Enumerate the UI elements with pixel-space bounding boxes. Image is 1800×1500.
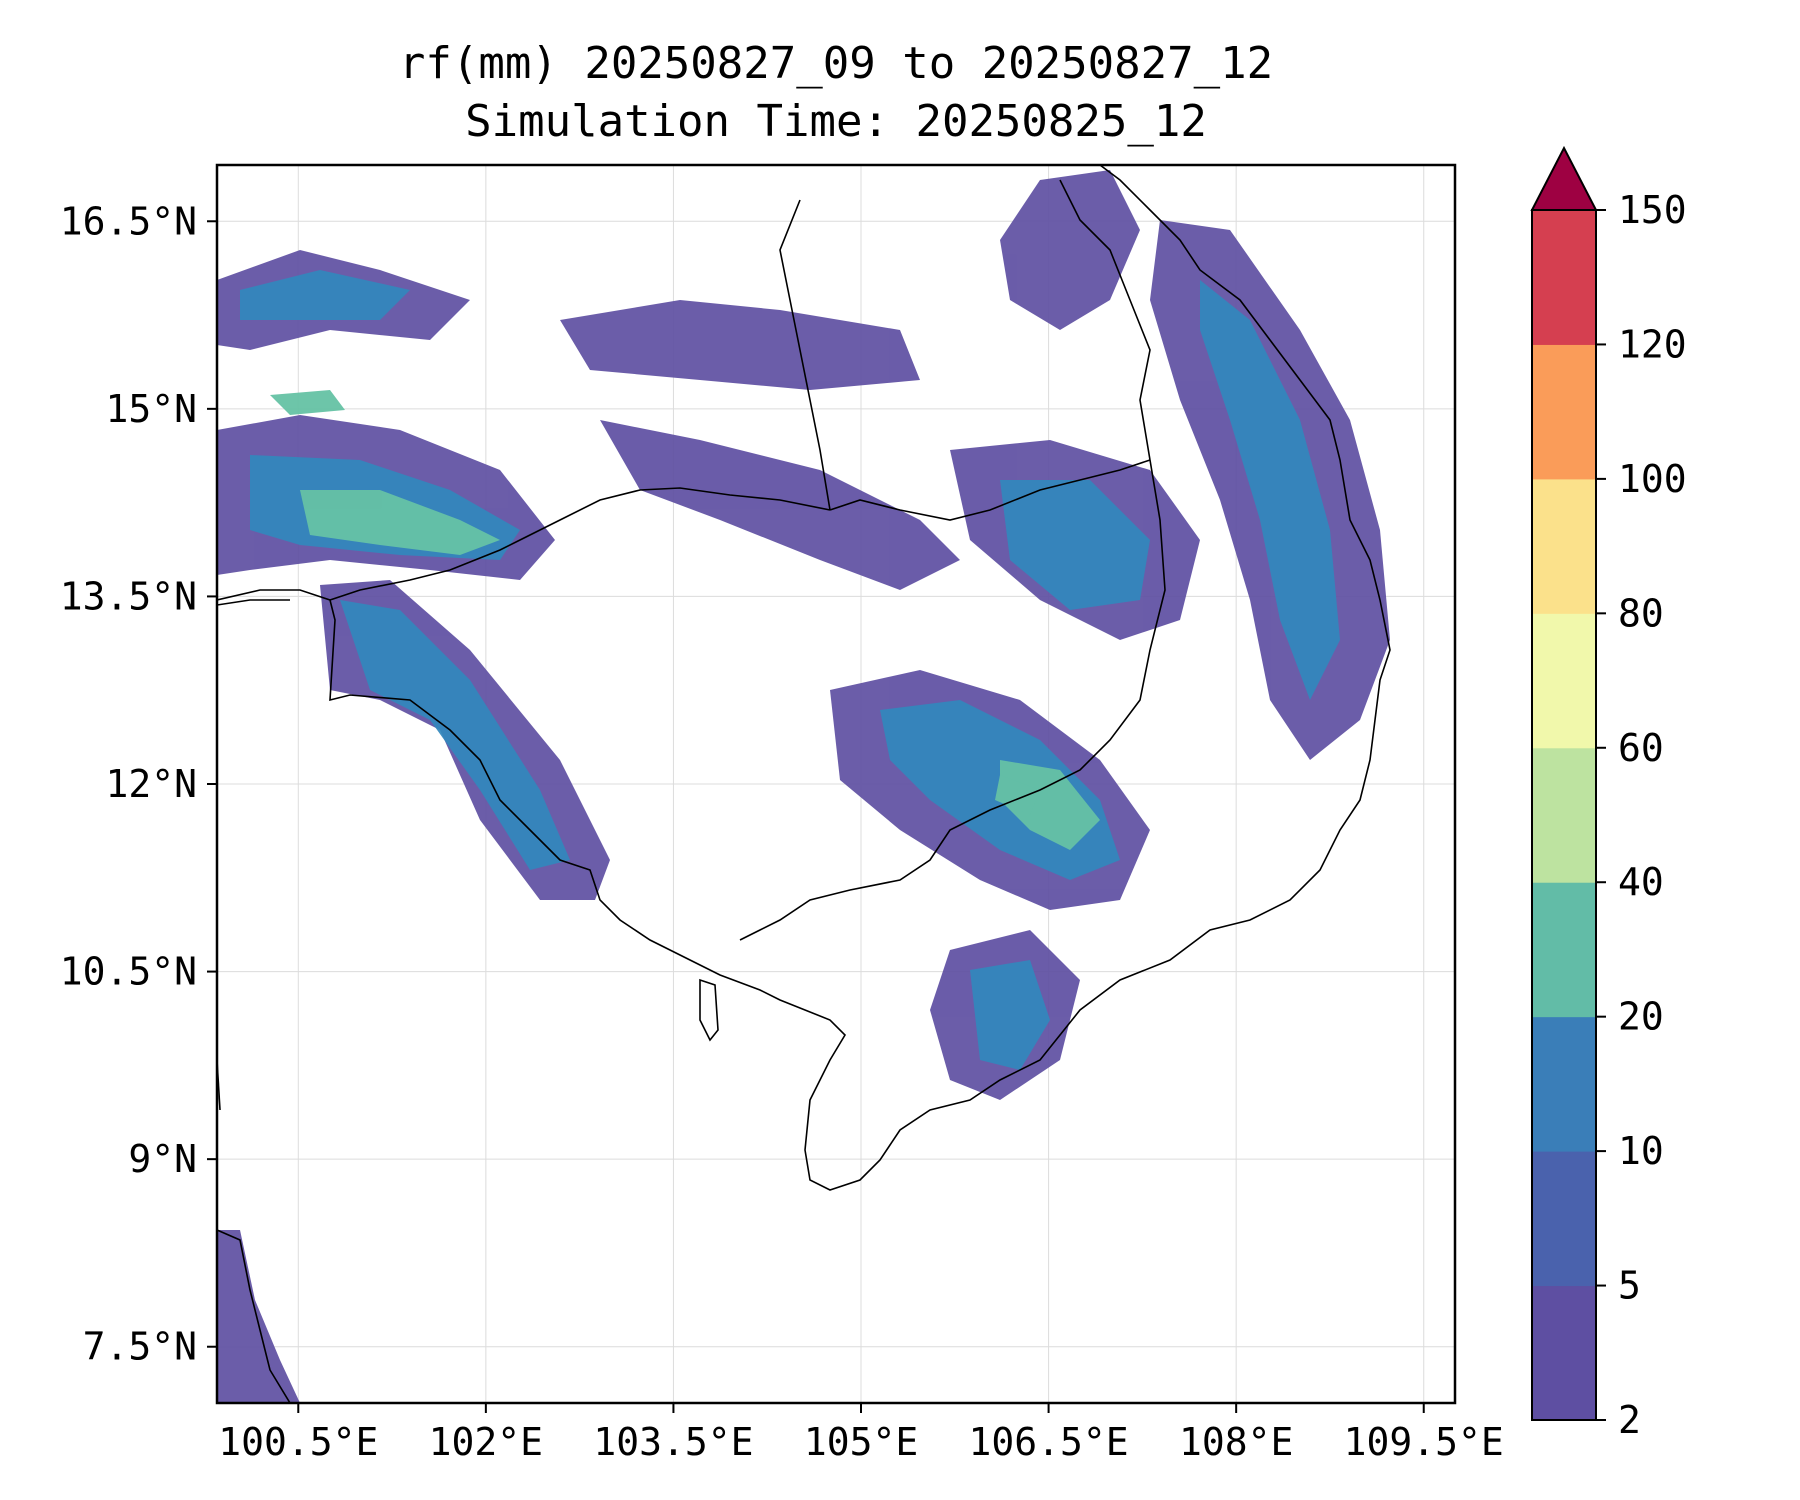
colorbar-tick-label: 20 [1618,995,1664,1039]
colorbar-tick-label: 100 [1618,457,1687,501]
border-cambodia-vietnam [739,459,1166,941]
colorbar-tick-label: 10 [1618,1129,1664,1173]
colorbar-tick-label: 80 [1618,591,1664,635]
rain-core-delta [970,960,1050,1070]
x-tick-label: 105°E [804,1420,918,1464]
y-axis-ticks: 16.5°N 15°N 13.5°N 12°N 10.5°N 9°N 7.5°N [60,199,217,1369]
x-axis-ticks: 100.5°E 102°E 103.5°E 105°E 106.5°E 108°E 109.… [218,1403,1504,1464]
colorbar-segment [1532,1285,1596,1421]
x-tick-label: 109.5°E [1344,1420,1504,1464]
colorbar-segment [1532,1016,1596,1152]
rain-high-layer [270,390,1100,850]
coastline-malay-peninsula [217,1229,291,1403]
x-tick-label: 108°E [1179,1420,1293,1464]
y-tick-label: 15°N [105,387,197,431]
colorbar-segment [1532,1151,1596,1287]
y-tick-label: 10.5°N [60,950,197,994]
colorbar-segment [1532,613,1596,749]
colorbar-segment [1532,478,1596,614]
border-thailand-cambodia [329,487,831,601]
x-tick-label: 102°E [429,1420,543,1464]
coastlines-and-borders [217,165,1391,1403]
rain-band-south-tip [217,1230,300,1403]
rain-core-east [1000,480,1150,610]
map-panel: 100.5°E 102°E 103.5°E 105°E 106.5°E 108°E 109.… [60,163,1504,1464]
rain-max-west [300,490,500,555]
title-line-2: Simulation Time: 20250825_12 [465,96,1207,147]
colorbar-extend-arrow [1530,145,1598,211]
colorbar-segment [1532,210,1596,345]
rain-max-south [1000,760,1100,850]
border-thailand-west [217,599,290,606]
x-tick-label: 106.5°E [969,1420,1129,1464]
colorbar-tick-label: 2 [1618,1398,1641,1442]
border-laos-vietnam [1059,179,1151,461]
rain-band-central [600,420,960,590]
island-phu-quoc [699,978,719,1042]
rain-band-northeast [1000,170,1140,330]
x-tick-label: 100.5°E [218,1420,378,1464]
border-laos-thailand [779,199,831,511]
colorbar-tick-label: 40 [1618,860,1664,904]
colorbar-tick-label: 60 [1618,726,1664,770]
colorbar-tick-label: 150 [1618,188,1687,232]
y-tick-label: 16.5°N [60,199,197,243]
x-tick-label: 103.5°E [593,1420,753,1464]
border-cambodia-laos [829,459,1151,521]
y-tick-label: 7.5°N [83,1325,197,1369]
colorbar-segment [1532,882,1596,1018]
colorbar-tick-label: 120 [1618,322,1687,366]
colorbar: 2 5 10 20 40 60 80 100 120 150 [1530,145,1687,1442]
y-tick-label: 12°N [105,762,197,806]
colorbar-tick-label: 5 [1618,1264,1641,1308]
rain-band-central-north [560,300,920,390]
y-tick-label: 13.5°N [60,574,197,618]
rainfall-field [217,170,1390,1403]
rain-core-northwest [240,270,410,320]
colorbar-frame [1531,209,1597,1421]
title-line-1: rf(mm) 20250827_09 to 20250827_12 [399,38,1273,89]
colorbar-segment [1532,747,1596,883]
colorbar-segment [1532,344,1596,480]
rain-max-central [995,775,1040,815]
rain-max-northwest [270,390,345,415]
coastline-gulf-of-thailand [217,165,1391,1191]
rain-core-coast [1200,280,1340,700]
y-tick-label: 9°N [128,1137,197,1181]
